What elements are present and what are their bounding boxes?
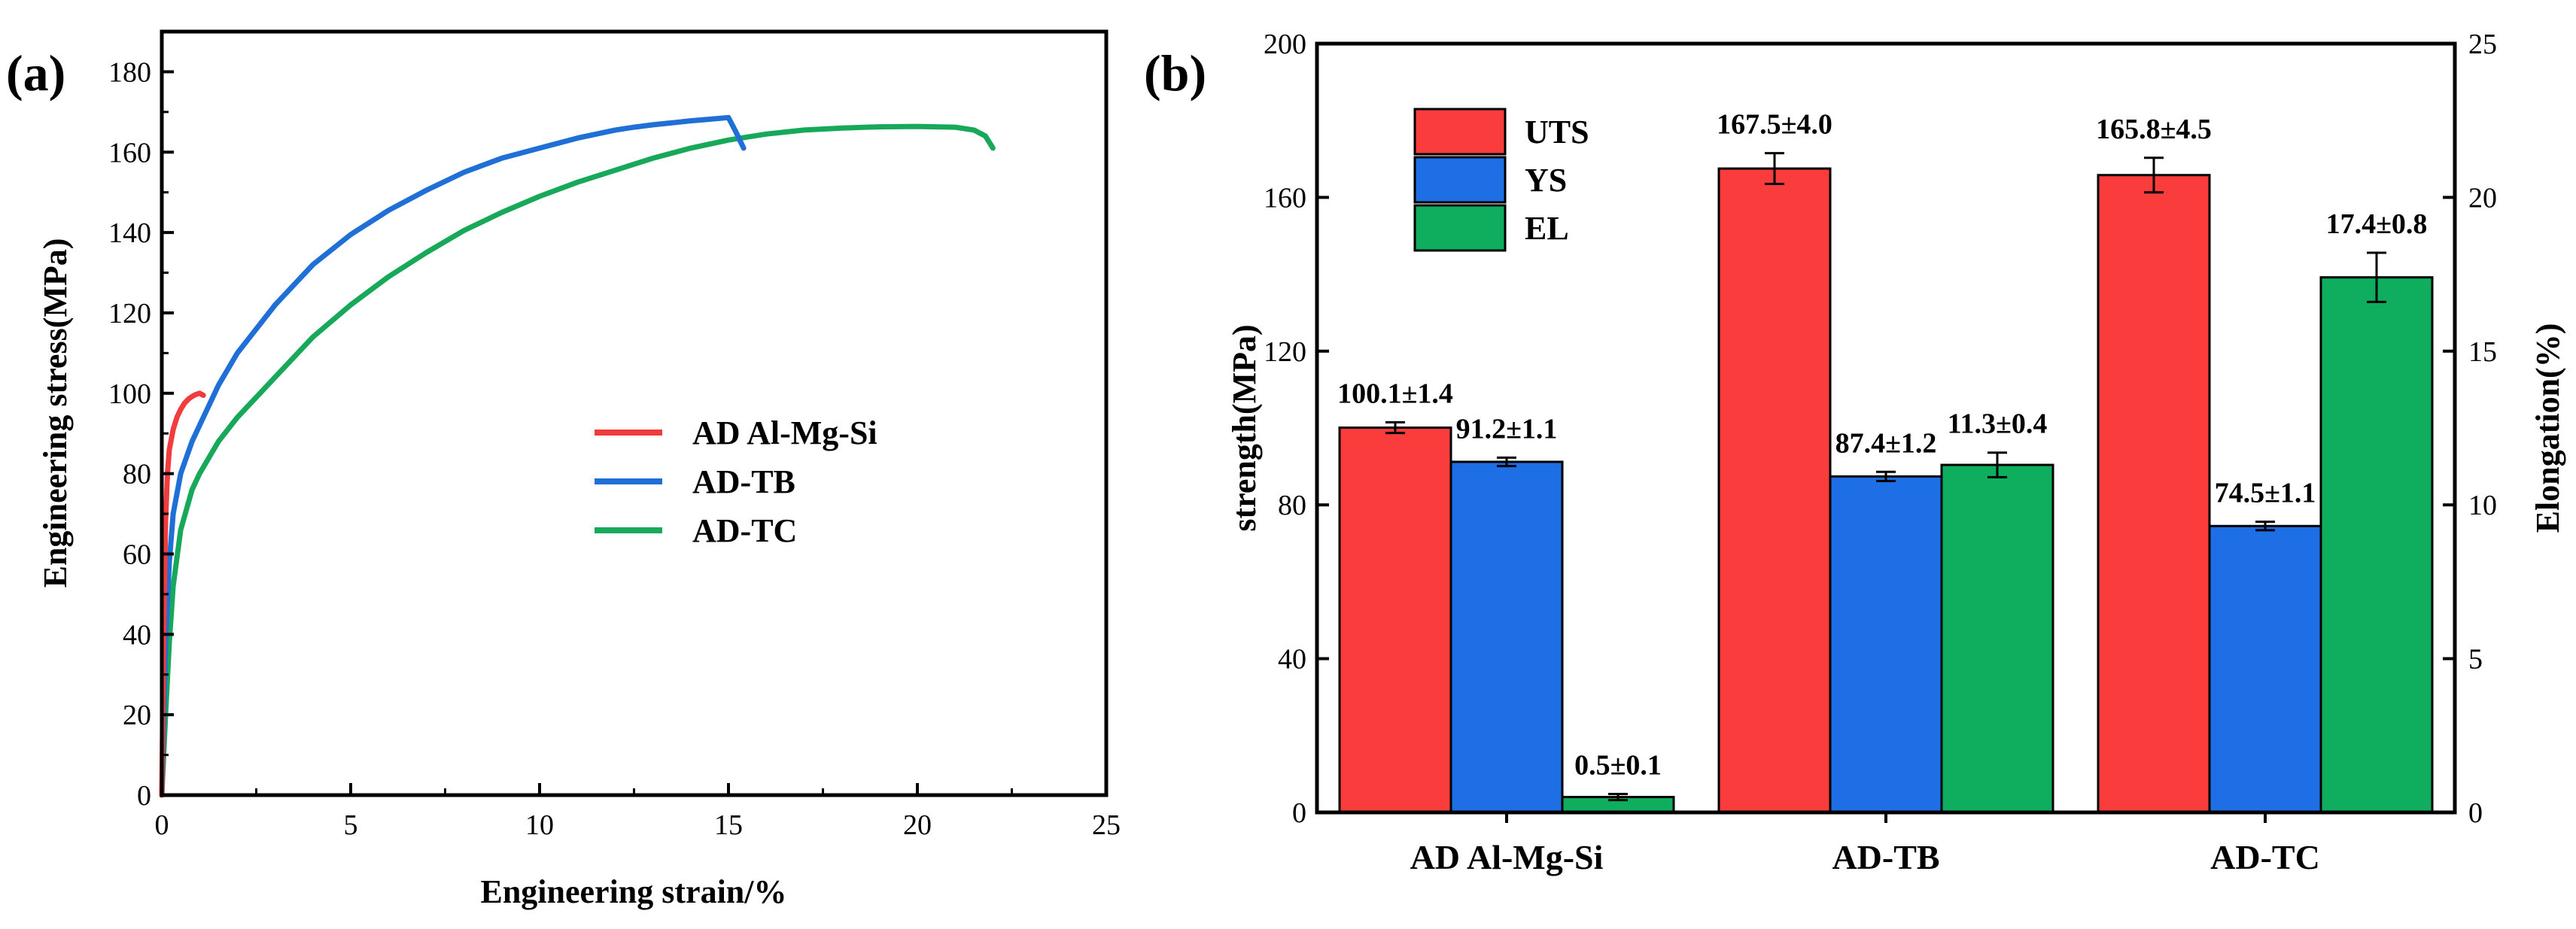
a-x-tick-label: 0 <box>155 809 169 841</box>
a-x-tick-label: 25 <box>1092 809 1121 841</box>
b-bar-uts <box>1717 167 1832 814</box>
a-y-tick-label: 0 <box>137 780 151 812</box>
panel-b-label: (b) <box>1144 44 1206 102</box>
b-category-label: AD-TB <box>1832 838 1939 876</box>
b-bar-uts <box>2097 174 2211 814</box>
a-y-tick-label: 160 <box>108 137 151 168</box>
b-value-label: 0.5±0.1 <box>1574 749 1662 781</box>
panel-a-stress-strain-chart: (a) 0 5 10 15 20 25 0 20 40 60 80 100 120 140 160 180 E… <box>6 29 1121 910</box>
b-legend: UTS YS EL <box>1413 108 1589 252</box>
panel-b-bar-chart: (b) 100.1±1.491.2±1.1 0.5±0.1 167.5±4.0 87.… <box>1144 29 2566 876</box>
a-legend-label: AD Al-Mg-Si <box>692 414 877 451</box>
b-value-label: 167.5±4.0 <box>1717 109 1832 141</box>
b-legend-label: EL <box>1525 210 1569 247</box>
a-x-tick-label: 15 <box>714 809 743 841</box>
b-y2-tick-label: 5 <box>2468 644 2483 675</box>
b-legend-label: YS <box>1525 162 1567 199</box>
b-y2-tick-label: 25 <box>2468 29 2497 60</box>
b-y2-tick-label: 20 <box>2468 182 2497 214</box>
b-value-label: 17.4±0.8 <box>2326 208 2428 240</box>
a-legend: AD Al-Mg-Si AD-TB AD-TC <box>595 414 877 549</box>
a-axes: 0 5 10 15 20 25 0 20 40 60 80 100 120 140 160 180 <box>108 56 1121 841</box>
b-bar-el <box>1940 463 2054 814</box>
b-bar-el <box>2319 276 2434 814</box>
panel-a-label: (a) <box>6 44 65 102</box>
b-category-label: AD-TC <box>2210 838 2320 876</box>
b-value-label: 165.8±4.5 <box>2096 114 2212 145</box>
b-legend-label: UTS <box>1525 114 1589 150</box>
a-x-tick-label: 10 <box>525 809 554 841</box>
b-bar-ys <box>2208 524 2322 814</box>
b-legend-swatch <box>1413 156 1507 204</box>
a-y-axis-title: Engineering stress(MPa) <box>37 238 74 588</box>
b-value-label: 91.2±1.1 <box>1456 413 1558 445</box>
a-x-tick-label: 20 <box>903 809 932 841</box>
b-y-tick-label: 0 <box>1292 797 1306 829</box>
a-x-axis-title: Engineering strain/% <box>480 873 786 910</box>
b-value-label: 87.4±1.2 <box>1835 427 1937 459</box>
b-value-label: 74.5±1.1 <box>2215 478 2316 509</box>
b-axes: 0 40 80 120 160 200 0 5 10 15 20 25 AD Al-Mg-Si AD-TB… <box>1264 29 2497 876</box>
a-y-tick-label: 180 <box>108 56 151 88</box>
b-legend-swatch <box>1413 204 1507 252</box>
a-curves <box>159 114 996 798</box>
b-bar-ys <box>1449 460 1564 814</box>
b-y-tick-label: 200 <box>1264 29 1306 60</box>
b-y-axis-title: strength(MPa) <box>1226 324 1263 531</box>
b-y-tick-label: 120 <box>1264 336 1306 368</box>
b-y2-tick-label: 10 <box>2468 490 2497 521</box>
a-x-tick-label: 5 <box>344 809 358 841</box>
b-y-tick-label: 80 <box>1278 490 1306 521</box>
a-y-tick-label: 80 <box>123 459 151 490</box>
b-y2-axis-title: Elongation(%) <box>2529 323 2566 533</box>
a-legend-label: AD-TC <box>692 512 797 549</box>
a-y-tick-label: 20 <box>123 700 151 731</box>
b-bar-uts <box>1338 426 1452 814</box>
b-category-label: AD Al-Mg-Si <box>1410 838 1604 876</box>
b-y2-tick-label: 0 <box>2468 797 2483 829</box>
a-legend-label: AD-TB <box>692 463 795 500</box>
b-legend-swatch <box>1413 108 1507 156</box>
b-y-tick-label: 40 <box>1278 644 1306 675</box>
b-y-tick-label: 160 <box>1264 182 1306 214</box>
a-series-line-ad-tc <box>159 123 996 798</box>
b-bar-ys <box>1829 475 1943 814</box>
a-y-tick-label: 140 <box>108 217 151 249</box>
a-series-line-ad-tb <box>159 114 747 798</box>
b-value-label: 100.1±1.4 <box>1337 378 1453 409</box>
a-y-tick-label: 100 <box>108 378 151 410</box>
a-y-tick-label: 60 <box>123 539 151 570</box>
b-value-label: 11.3±0.4 <box>1948 408 2048 440</box>
a-y-tick-label: 40 <box>123 619 151 651</box>
a-plot-frame <box>160 29 1109 797</box>
a-y-tick-label: 120 <box>108 298 151 329</box>
b-y2-tick-label: 15 <box>2468 336 2497 368</box>
